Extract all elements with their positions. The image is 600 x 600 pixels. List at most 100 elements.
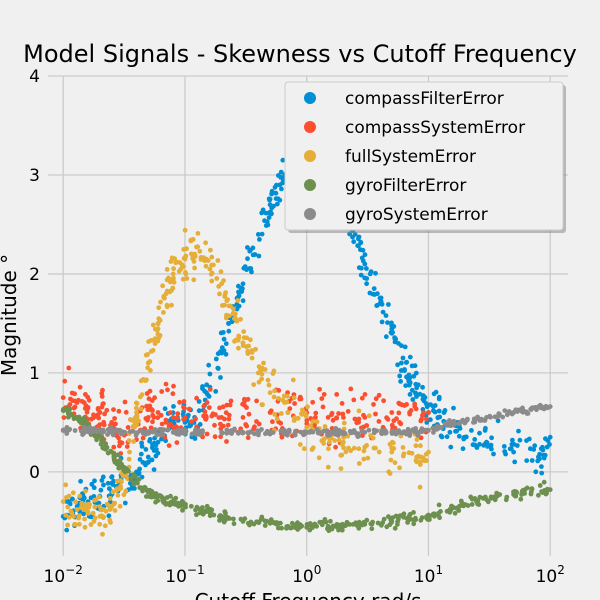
data-point: [119, 431, 124, 437]
data-point: [418, 459, 423, 465]
data-point: [200, 505, 205, 510]
data-point: [147, 403, 153, 409]
data-point: [413, 443, 419, 449]
data-point: [323, 519, 329, 525]
data-point: [221, 278, 227, 283]
data-point: [128, 475, 134, 481]
data-point: [118, 479, 124, 485]
data-point: [379, 522, 384, 528]
data-point: [272, 388, 277, 394]
data-point: [533, 469, 539, 475]
data-point: [397, 373, 403, 379]
data-point: [341, 431, 346, 437]
data-point: [236, 333, 242, 339]
data-point: [465, 503, 471, 508]
data-point: [112, 454, 117, 460]
data-point: [396, 410, 402, 416]
data-point: [263, 223, 269, 229]
data-point: [278, 169, 284, 175]
data-point: [248, 337, 253, 343]
data-point: [138, 485, 144, 490]
data-point: [469, 428, 474, 433]
data-point: [87, 425, 93, 431]
legend-label: compassFilterError: [345, 89, 504, 109]
legend-frame: [284, 81, 564, 231]
data-point: [88, 522, 94, 527]
data-point: [536, 492, 541, 498]
data-point: [156, 305, 162, 311]
data-point: [319, 396, 325, 401]
data-point: [81, 511, 86, 517]
y-tick-label: 2: [29, 265, 40, 285]
data-point: [291, 395, 297, 401]
data-point: [65, 408, 71, 414]
data-point: [364, 276, 370, 281]
data-point: [249, 355, 255, 361]
data-point: [252, 252, 258, 257]
data-point: [154, 447, 159, 452]
data-point: [78, 478, 83, 484]
data-point: [217, 405, 223, 411]
data-point: [170, 285, 176, 291]
data-point: [362, 429, 368, 435]
data-point: [450, 504, 456, 510]
data-point: [271, 368, 277, 374]
data-point: [91, 485, 97, 491]
data-point: [67, 426, 73, 432]
data-point: [248, 519, 254, 525]
data-point: [150, 419, 155, 425]
y-tick-label: 0: [29, 463, 40, 483]
data-point: [393, 431, 399, 437]
data-point: [316, 455, 322, 461]
data-point: [261, 360, 266, 366]
data-point: [238, 316, 244, 322]
data-point: [392, 339, 398, 345]
data-point: [389, 449, 395, 455]
data-point: [76, 515, 81, 521]
data-point: [192, 254, 198, 259]
data-point: [168, 410, 173, 416]
data-point: [192, 436, 198, 441]
data-point: [391, 446, 397, 451]
data-point: [344, 519, 350, 525]
data-point: [418, 443, 423, 449]
data-point: [220, 423, 226, 429]
data-point: [77, 384, 83, 390]
data-point: [407, 392, 413, 397]
data-point: [345, 409, 351, 414]
data-point: [66, 500, 72, 505]
data-point: [537, 451, 542, 457]
data-point: [320, 404, 326, 410]
data-point: [263, 431, 268, 437]
data-point: [229, 428, 235, 433]
data-point: [150, 408, 155, 413]
data-point: [147, 437, 153, 442]
data-point: [226, 321, 232, 326]
data-point: [247, 266, 253, 271]
data-point: [245, 348, 251, 354]
data-point: [292, 401, 297, 406]
data-point: [119, 440, 125, 446]
data-point: [267, 196, 273, 202]
data-point: [241, 335, 247, 340]
data-point: [389, 519, 395, 524]
data-point: [292, 415, 297, 421]
data-point: [397, 465, 402, 471]
data-point: [143, 462, 148, 468]
data-point: [351, 445, 357, 451]
data-point: [134, 422, 139, 427]
data-point: [400, 453, 406, 459]
data-point: [381, 398, 386, 404]
data-point: [407, 374, 413, 380]
data-point: [97, 422, 103, 427]
data-point: [196, 399, 202, 404]
data-point: [407, 511, 413, 517]
data-point: [86, 397, 92, 403]
data-point: [159, 389, 165, 394]
data-point: [297, 442, 303, 447]
data-point: [542, 488, 547, 493]
data-point: [114, 461, 120, 467]
data-point: [410, 397, 416, 402]
data-point: [418, 517, 424, 523]
data-point: [357, 522, 362, 528]
